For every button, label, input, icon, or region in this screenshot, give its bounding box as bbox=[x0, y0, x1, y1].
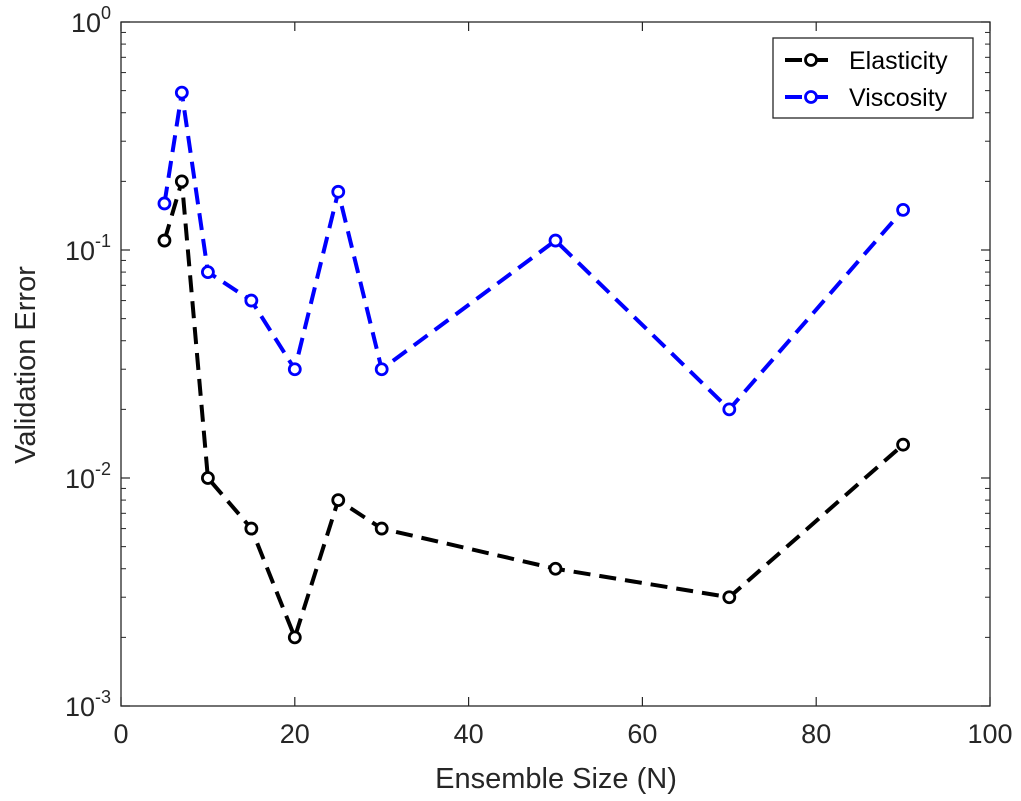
y-tick-label: 10-2 bbox=[65, 459, 111, 494]
legend-label-viscosity: Viscosity bbox=[849, 84, 948, 112]
data-point-elasticity bbox=[174, 174, 189, 189]
series-line-elasticity bbox=[162, 180, 905, 644]
data-point-viscosity bbox=[174, 85, 189, 100]
x-tick-label: 60 bbox=[627, 719, 657, 749]
data-point-elasticity bbox=[374, 521, 389, 536]
data-point-viscosity bbox=[287, 362, 302, 377]
x-axis: 0 20 40 60 80 100 bbox=[113, 22, 1013, 749]
data-point-elasticity bbox=[331, 493, 346, 507]
data-point-viscosity bbox=[722, 402, 737, 417]
x-axis-label: Ensemble Size (N) bbox=[435, 763, 677, 795]
legend-label-elasticity: Elasticity bbox=[849, 47, 948, 75]
data-point-elasticity bbox=[722, 590, 737, 605]
x-tick-label: 40 bbox=[454, 719, 484, 749]
x-tick-label: 80 bbox=[801, 719, 831, 749]
data-point-elasticity bbox=[287, 630, 302, 645]
data-point-elasticity bbox=[548, 561, 563, 576]
data-point-viscosity bbox=[331, 184, 346, 199]
x-tick-label: 0 bbox=[113, 719, 128, 749]
series-elasticity bbox=[157, 174, 910, 645]
data-point-viscosity bbox=[157, 196, 172, 211]
data-point-viscosity bbox=[244, 293, 259, 308]
data-point-viscosity bbox=[200, 265, 215, 279]
y-tick-label: 100 bbox=[71, 3, 111, 38]
plot-area bbox=[120, 21, 991, 707]
y-tick-label: 10-1 bbox=[65, 231, 111, 266]
legend-box bbox=[772, 37, 974, 119]
data-point-viscosity bbox=[374, 362, 389, 377]
x-tick-label: 100 bbox=[967, 719, 1012, 749]
data-point-elasticity bbox=[157, 233, 172, 248]
y-axis: 100 10-1 10-2 10-3 bbox=[65, 3, 990, 722]
data-point-elasticity bbox=[896, 437, 910, 452]
series-layer bbox=[157, 85, 910, 645]
x-tick-label: 20 bbox=[280, 719, 310, 749]
legend: Elasticity Viscosity bbox=[772, 37, 974, 119]
y-tick-label: 10-3 bbox=[65, 687, 111, 722]
y-axis-label: Validation Error bbox=[10, 266, 42, 464]
plot-frame bbox=[120, 21, 991, 707]
legend-marker-viscosity bbox=[804, 90, 818, 104]
series-viscosity bbox=[157, 85, 910, 417]
data-point-elasticity bbox=[244, 521, 259, 536]
legend-marker-elasticity bbox=[804, 53, 818, 67]
series-line-viscosity bbox=[162, 92, 905, 413]
data-point-elasticity bbox=[200, 471, 215, 485]
data-point-viscosity bbox=[548, 233, 563, 248]
data-point-viscosity bbox=[896, 202, 910, 217]
